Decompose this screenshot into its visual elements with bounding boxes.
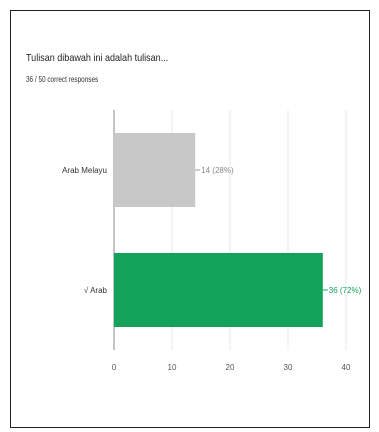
x-tick-label: 10 [168,363,177,372]
category-label: √ Arab [84,286,108,295]
chart-card [10,10,370,428]
bar [114,253,323,327]
data-label: 14 (28%) [201,166,234,175]
data-label: 36 (72%) [329,286,362,295]
x-tick-label: 30 [284,363,293,372]
bar [114,133,196,207]
x-tick-label: 20 [226,363,235,372]
response-summary: 36 / 50 correct responses [26,75,99,84]
x-tick-label: 0 [112,363,117,372]
question-title: Tulisan dibawah ini adalah tulisan... [26,52,169,64]
category-label: Arab Melayu [62,166,107,175]
x-tick-label: 40 [342,363,351,372]
